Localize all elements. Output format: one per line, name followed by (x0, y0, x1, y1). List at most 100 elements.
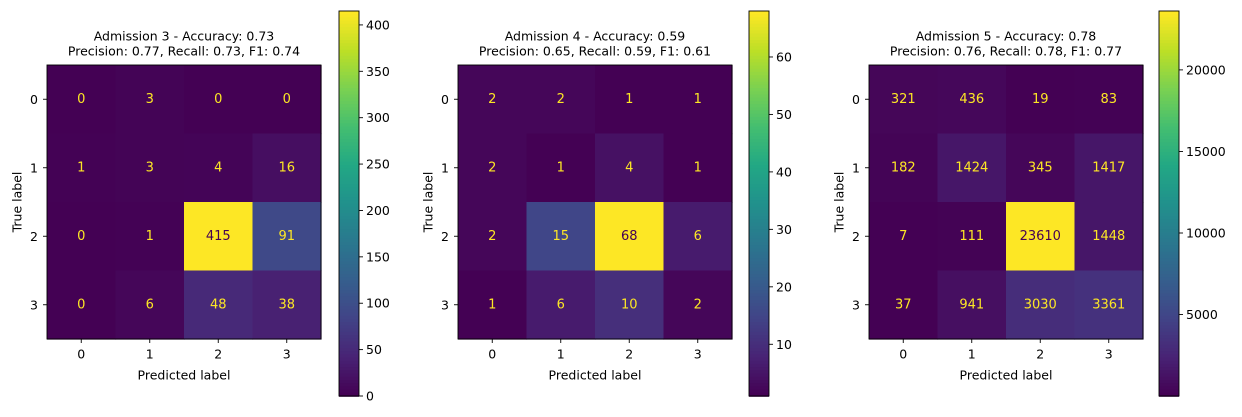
colorbar-gradient-band (1159, 181, 1179, 186)
colorbar-gradient-band (339, 104, 359, 109)
colorbar-gradient-band (1159, 161, 1179, 166)
chart-subtitle: Precision: 0.77, Recall: 0.73, F1: 0.74 (68, 44, 300, 59)
cell-value-label: 3 (146, 92, 154, 107)
cell-value-label: 1 (625, 92, 633, 107)
colorbar-gradient-band (339, 286, 359, 291)
colorbar-gradient-band (339, 187, 359, 192)
colorbar-gradient-band (1159, 315, 1179, 320)
heatmap-cell (869, 65, 939, 135)
colorbar-gradient-band (1159, 68, 1179, 73)
colorbar-gradient-band (339, 367, 359, 372)
colorbar-gradient-band (749, 97, 769, 102)
colorbar-gradient-band (1159, 290, 1179, 295)
colorbar-gradient-band (749, 331, 769, 336)
colorbar-gradient-band (749, 59, 769, 64)
colorbar-gradient-band (1159, 52, 1179, 57)
colorbar-gradient-band (339, 225, 359, 230)
colorbar-gradient-band (339, 78, 359, 83)
colorbar-gradient-band (1159, 347, 1179, 352)
colorbar-gradient-band (339, 315, 359, 320)
colorbar-gradient-band (1159, 357, 1179, 362)
colorbar-gradient-band (339, 97, 359, 102)
colorbar-gradient-band (1159, 190, 1179, 195)
colorbar-gradient-band (339, 174, 359, 179)
colorbar-gradient-band (1159, 242, 1179, 247)
colorbar-gradient-band (339, 14, 359, 19)
colorbar-gradient-band (339, 152, 359, 157)
colorbar-gradient-band (1159, 123, 1179, 128)
heatmap-cell (869, 133, 939, 203)
colorbar-gradient-band (339, 264, 359, 269)
colorbar-gradient-band (749, 290, 769, 295)
colorbar-gradient-band (749, 52, 769, 57)
chart-title: Admission 4 - Accuracy: 0.59 (505, 29, 686, 44)
colorbar-gradient-band (1159, 209, 1179, 214)
colorbar-gradient-band (749, 232, 769, 237)
colorbar-gradient-band (339, 62, 359, 67)
x-tick-label: 0 (899, 347, 907, 362)
colorbar-tick-label: 50 (366, 342, 382, 357)
colorbar-gradient-band (1159, 71, 1179, 76)
colorbar-gradient-band (339, 88, 359, 93)
colorbar-gradient-band (749, 78, 769, 83)
colorbar-gradient-band (1159, 344, 1179, 349)
colorbar-gradient-band (339, 55, 359, 60)
colorbar-gradient-band (339, 354, 359, 359)
colorbar-gradient-band (749, 65, 769, 70)
axes-frame (868, 64, 1144, 340)
colorbar-gradient-band (339, 158, 359, 163)
colorbar-gradient-band (749, 171, 769, 176)
colorbar-gradient-band (339, 94, 359, 99)
colorbar-gradient-band (339, 254, 359, 259)
colorbar-gradient-band (749, 344, 769, 349)
chart-title: Admission 3 - Accuracy: 0.73 (94, 29, 275, 44)
colorbar-gradient-band (749, 165, 769, 170)
colorbar-gradient-band (1159, 174, 1179, 179)
colorbar-gradient-band (1159, 75, 1179, 80)
cell-value-label: 91 (278, 229, 295, 244)
colorbar-gradient-band (749, 286, 769, 291)
colorbar-gradient-band (1159, 132, 1179, 137)
heatmap-cell (663, 65, 733, 135)
x-axis-label: Predicted label (138, 368, 231, 383)
colorbar-gradient-band (749, 264, 769, 269)
x-tick-label: 2 (1036, 347, 1044, 362)
colorbar-gradient-band (1159, 235, 1179, 240)
colorbar-gradient-band (749, 209, 769, 214)
heatmap-cell (1006, 270, 1076, 340)
x-tick-label: 2 (214, 347, 222, 362)
heatmap-cell (869, 202, 939, 272)
colorbar-gradient-band (339, 280, 359, 285)
heatmap-cell (1006, 133, 1076, 203)
colorbar-gradient-band (339, 116, 359, 121)
heatmap-cell (115, 202, 185, 272)
colorbar-gradient-band (1159, 261, 1179, 266)
colorbar-gradient-band (1159, 158, 1179, 163)
heatmap-cell (663, 202, 733, 272)
cell-value-label: 941 (959, 297, 984, 312)
colorbar-gradient-band (1159, 65, 1179, 70)
colorbar-gradient-band (339, 232, 359, 237)
colorbar-gradient-band (339, 351, 359, 356)
colorbar-gradient-band (339, 344, 359, 349)
colorbar-gradient-band (1159, 277, 1179, 282)
colorbar-gradient-band (339, 341, 359, 346)
colorbar-gradient-band (749, 94, 769, 99)
colorbar-gradient-band (1159, 354, 1179, 359)
colorbar-gradient-band (1159, 168, 1179, 173)
colorbar-gradient-band (749, 357, 769, 362)
cell-value-label: 10 (621, 297, 638, 312)
cell-value-label: 0 (283, 92, 291, 107)
cell-value-label: 0 (77, 229, 85, 244)
cell-value-label: 345 (1028, 160, 1053, 175)
heatmap-cell (595, 65, 665, 135)
colorbar-gradient-band (339, 277, 359, 282)
colorbar-gradient-band (1159, 335, 1179, 340)
heatmap-cell (595, 270, 665, 340)
colorbar-gradient-band (1159, 338, 1179, 343)
colorbar-gradient-band (1159, 30, 1179, 35)
colorbar-gradient-band (749, 306, 769, 311)
colorbar-tick-label: 40 (776, 164, 792, 179)
cell-value-label: 6 (557, 297, 565, 312)
colorbar-gradient-band (339, 248, 359, 253)
